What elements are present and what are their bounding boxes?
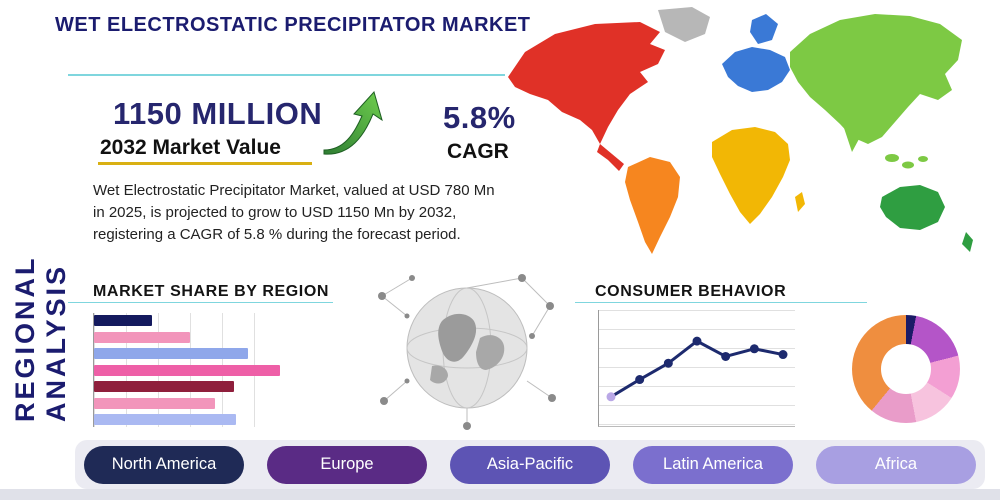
bar-segment (94, 331, 190, 343)
bar-segment (94, 414, 237, 425)
map-africa (712, 127, 790, 224)
consumer-behavior-divider (575, 302, 867, 303)
globe-network-graphic (378, 274, 556, 430)
top-divider (68, 74, 505, 76)
page-title: WET ELECTROSTATIC PRECIPITATOR MARKET (55, 14, 531, 36)
region-button-band: North America Europe Asia-Pacific Latin Ame… (75, 440, 985, 489)
cagr-label: CAGR (447, 140, 509, 163)
line-marker (635, 375, 645, 385)
region-button-europe[interactable]: Europe (267, 445, 427, 484)
gold-underline (98, 162, 312, 165)
bar-segment (94, 315, 152, 326)
market-value-label: 2032 Market Value (100, 136, 281, 159)
map-australia (880, 185, 945, 230)
region-button-asia-pacific[interactable]: Asia-Pacific (450, 445, 610, 484)
regional-analysis-side-label: REGIONAL ANALYSIS (10, 255, 71, 422)
map-asia (790, 14, 962, 144)
world-map (508, 7, 973, 254)
line-marker (663, 358, 673, 368)
line-marker (692, 336, 702, 346)
consumer-behavior-line-chart (598, 310, 795, 427)
map-central-america (597, 144, 624, 171)
region-donut-chart (852, 315, 960, 423)
map-scandinavia (750, 14, 778, 44)
map-greenland (658, 7, 710, 42)
bar-segment (94, 381, 235, 392)
map-europe (722, 47, 790, 92)
region-button-north-america[interactable]: North America (84, 445, 244, 484)
consumer-behavior-title: CONSUMER BEHAVIOR (595, 283, 787, 300)
line-marker (606, 392, 616, 402)
map-india (842, 122, 866, 152)
map-new-zealand (962, 232, 973, 252)
line-marker (749, 344, 759, 354)
region-button-africa[interactable]: Africa (816, 445, 976, 484)
map-north-america (508, 22, 665, 144)
map-south-america (625, 157, 680, 254)
map-se-asia-islands (885, 154, 928, 169)
bar-segment (94, 397, 215, 409)
line-marker (721, 351, 731, 361)
growth-arrow-icon (323, 90, 383, 155)
bar-segment (94, 364, 281, 376)
line-marker (778, 350, 788, 360)
market-share-divider (68, 302, 333, 303)
map-madagascar (795, 192, 805, 212)
cagr-value-stat: 5.8% (443, 100, 516, 135)
market-value-stat: 1150 MILLION (113, 96, 323, 131)
market-share-title: MARKET SHARE BY REGION (93, 283, 330, 300)
bottom-strip (0, 489, 1000, 500)
market-share-bar-chart (93, 313, 286, 427)
region-button-latin-america[interactable]: Latin America (633, 445, 793, 484)
bar-segment (94, 348, 248, 359)
market-description: Wet Electrostatic Precipitator Market, v… (93, 182, 495, 243)
